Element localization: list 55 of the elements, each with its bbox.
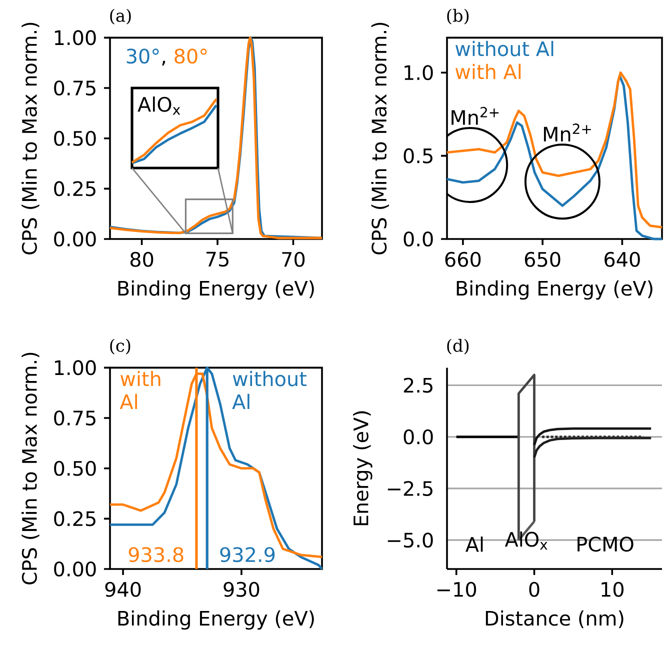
x-tick-label: 640 [604, 252, 640, 267]
text: 30° [126, 48, 159, 64]
y-tick-label: −2.5 [388, 480, 432, 496]
annotation: Mn$^{2+}$ [452, 106, 499, 125]
chart-title: (d) [447, 338, 469, 354]
series-label: with Al [120, 370, 160, 409]
y-axis-title: Energy (eV) [353, 411, 372, 526]
y-tick-label: 0.0 [404, 231, 433, 247]
x-tick-label: 80 [130, 252, 154, 267]
chart-title: (b) [447, 8, 469, 24]
y-tick-label: 0.00 [54, 561, 96, 577]
y-axis-title: CPS (Min to Max norm.) [22, 22, 40, 254]
y-tick-label: 0.75 [54, 410, 96, 426]
x-tick-label: 940 [105, 582, 141, 597]
y-tick-label: 0.50 [54, 130, 96, 146]
x-tick-label: 10 [602, 582, 624, 597]
y-tick-label: 1.00 [54, 360, 96, 376]
ref-line-label: 932.9 [220, 547, 275, 562]
annotation: Mn$^{2+}$ [544, 124, 591, 142]
y-tick-label: 0.25 [54, 511, 96, 526]
y-tick-label: 0.5 [404, 148, 432, 164]
x-tick-label: 0 [529, 582, 540, 597]
x-axis-title: Binding Energy (eV) [118, 610, 314, 630]
chart-title: (c) [110, 338, 130, 354]
y-tick-label: −5.0 [388, 532, 433, 548]
annotation: , [162, 60, 166, 66]
series-label: 80° [174, 48, 207, 64]
ref-line-label: 933.8 [128, 547, 184, 562]
annotation: AlO$_{x}$ [504, 531, 548, 550]
series-label: without Al [232, 370, 306, 409]
y-tick-label: 0.25 [54, 181, 96, 196]
y-axis-title: CPS (Min to Max norm.) [22, 352, 40, 584]
y-tick-label: 0.00 [54, 231, 96, 247]
y-tick-label: 2.5 [404, 378, 432, 393]
y-tick-label: 1.00 [54, 30, 96, 46]
x-tick-label: 930 [224, 582, 260, 597]
y-axis-title: CPS (Min to Max norm.) [371, 22, 389, 254]
x-tick-label: 650 [524, 252, 560, 267]
x-axis-title: Binding Energy (eV) [456, 280, 652, 300]
x-tick-label: 70 [282, 252, 305, 267]
y-tick-label: 0.50 [54, 460, 96, 476]
x-tick-label: −10 [437, 582, 476, 597]
y-tick-label: 0.0 [404, 429, 433, 444]
x-tick-label: 75 [206, 252, 228, 267]
x-tick-label: 660 [445, 252, 481, 267]
series-label: with Al [455, 64, 521, 79]
x-axis-title: Binding Energy (eV) [118, 280, 314, 300]
annotation: Al [466, 536, 483, 552]
x-axis-title: Distance (nm) [486, 610, 624, 628]
y-tick-label: 1.0 [404, 65, 433, 80]
y-tick-label: 0.75 [54, 80, 96, 96]
chart-title: (a) [110, 8, 131, 24]
annotation: AlO$_{x}$ [138, 96, 180, 115]
annotation: PCMO [578, 536, 634, 552]
text: without Al [455, 40, 554, 56]
